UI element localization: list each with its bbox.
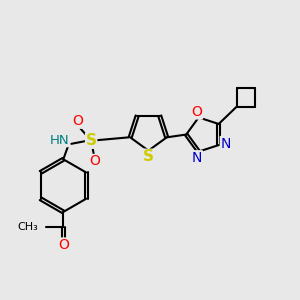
Text: S: S: [86, 133, 97, 148]
Text: O: O: [89, 154, 100, 169]
Text: N: N: [192, 151, 202, 165]
Text: N: N: [220, 136, 231, 151]
Text: O: O: [192, 105, 203, 119]
Text: O: O: [58, 238, 69, 252]
Text: O: O: [72, 114, 83, 128]
Text: CH₃: CH₃: [18, 222, 38, 233]
Text: HN: HN: [50, 134, 69, 147]
Text: S: S: [143, 149, 154, 164]
